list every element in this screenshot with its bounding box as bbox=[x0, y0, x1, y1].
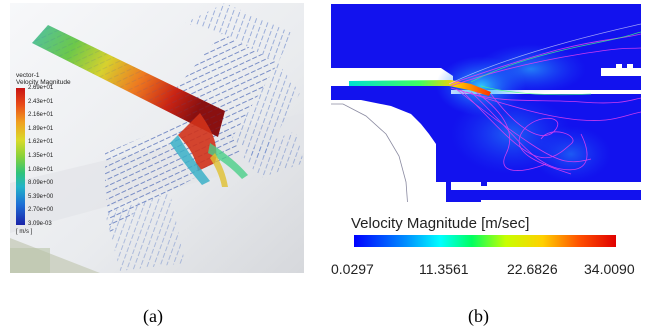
colorbar-title: Velocity Magnitude [m/sec] bbox=[351, 215, 530, 232]
colorbar-tick: 34.0090 bbox=[584, 261, 635, 277]
legend-tick: 1.35e+01 bbox=[28, 153, 54, 159]
panel-b-contour-plot: Velocity Magnitude [m/sec] 0.0297 11.356… bbox=[331, 4, 641, 291]
legend-tick: 2.16e+01 bbox=[28, 112, 54, 119]
colorbar-tick: 11.3561 bbox=[419, 261, 469, 277]
legend-tick: 1.08e+01 bbox=[28, 166, 54, 173]
legend-tick: 5.39e+00 bbox=[28, 193, 54, 200]
legend-unit: [ m/s ] bbox=[16, 229, 33, 235]
legend-tick: 2.69e+01 bbox=[28, 85, 54, 91]
legend-tick: 3.09e-03 bbox=[28, 221, 52, 227]
velocity-contour-render bbox=[331, 4, 641, 209]
panel-a-vector-plot: vector-1 Velocity Magnitude 2.69e+01 2.4… bbox=[10, 3, 304, 273]
legend-tick: 8.09e+00 bbox=[28, 180, 54, 187]
inlet-jet-vectors bbox=[32, 25, 248, 187]
legend-tick: 2.70e+00 bbox=[28, 207, 54, 214]
legend-tick: 1.62e+01 bbox=[28, 139, 54, 146]
streamlines bbox=[448, 33, 641, 175]
legend-a: vector-1 Velocity Magnitude 2.69e+01 2.4… bbox=[16, 72, 76, 235]
caption-b: (b) bbox=[468, 306, 489, 326]
colorbar-tick: 0.0297 bbox=[331, 261, 374, 277]
legend-title-line2: Velocity Magnitude bbox=[16, 79, 71, 86]
legend-tick: 1.89e+01 bbox=[28, 125, 54, 132]
legend-colorbar bbox=[16, 88, 25, 225]
vector-field-render bbox=[10, 3, 304, 273]
colorbar-tick: 22.6826 bbox=[507, 261, 558, 277]
caption-a: (a) bbox=[143, 306, 163, 326]
legend-tick: 2.43e+01 bbox=[28, 98, 54, 105]
legend-title-line1: vector-1 bbox=[16, 72, 40, 79]
colorbar bbox=[354, 235, 616, 247]
